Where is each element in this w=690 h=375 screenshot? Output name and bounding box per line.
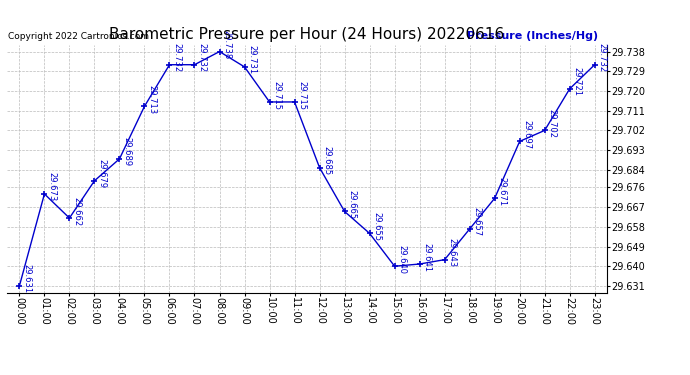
Text: 29.665: 29.665 bbox=[347, 190, 356, 219]
Text: Copyright 2022 Cartronics.com: Copyright 2022 Cartronics.com bbox=[8, 32, 149, 41]
Text: 29.732: 29.732 bbox=[172, 43, 181, 72]
Text: 29.685: 29.685 bbox=[322, 146, 331, 175]
Text: 29.655: 29.655 bbox=[373, 212, 382, 241]
Text: 29.697: 29.697 bbox=[522, 120, 531, 149]
Text: 29.673: 29.673 bbox=[47, 172, 56, 202]
Text: 29.715: 29.715 bbox=[297, 81, 306, 110]
Text: 29.640: 29.640 bbox=[397, 245, 406, 274]
Text: 29.689: 29.689 bbox=[122, 137, 131, 166]
Text: 29.731: 29.731 bbox=[247, 45, 256, 75]
Text: 29.721: 29.721 bbox=[573, 68, 582, 96]
Text: 29.662: 29.662 bbox=[72, 196, 81, 226]
Text: 29.671: 29.671 bbox=[497, 177, 506, 206]
Text: 29.679: 29.679 bbox=[97, 159, 106, 188]
Text: 29.732: 29.732 bbox=[598, 43, 607, 72]
Text: 29.631: 29.631 bbox=[22, 264, 31, 294]
Text: 29.702: 29.702 bbox=[547, 109, 556, 138]
Text: 29.641: 29.641 bbox=[422, 243, 431, 272]
Text: Pressure (Inches/Hg): Pressure (Inches/Hg) bbox=[467, 31, 598, 41]
Text: 29.643: 29.643 bbox=[447, 238, 456, 267]
Text: 29.732: 29.732 bbox=[197, 43, 206, 72]
Text: 29.715: 29.715 bbox=[273, 81, 282, 110]
Text: 29.657: 29.657 bbox=[473, 207, 482, 237]
Title: Barometric Pressure per Hour (24 Hours) 20220616: Barometric Pressure per Hour (24 Hours) … bbox=[110, 27, 504, 42]
Text: 29.713: 29.713 bbox=[147, 85, 156, 114]
Text: 29.738: 29.738 bbox=[222, 30, 231, 59]
